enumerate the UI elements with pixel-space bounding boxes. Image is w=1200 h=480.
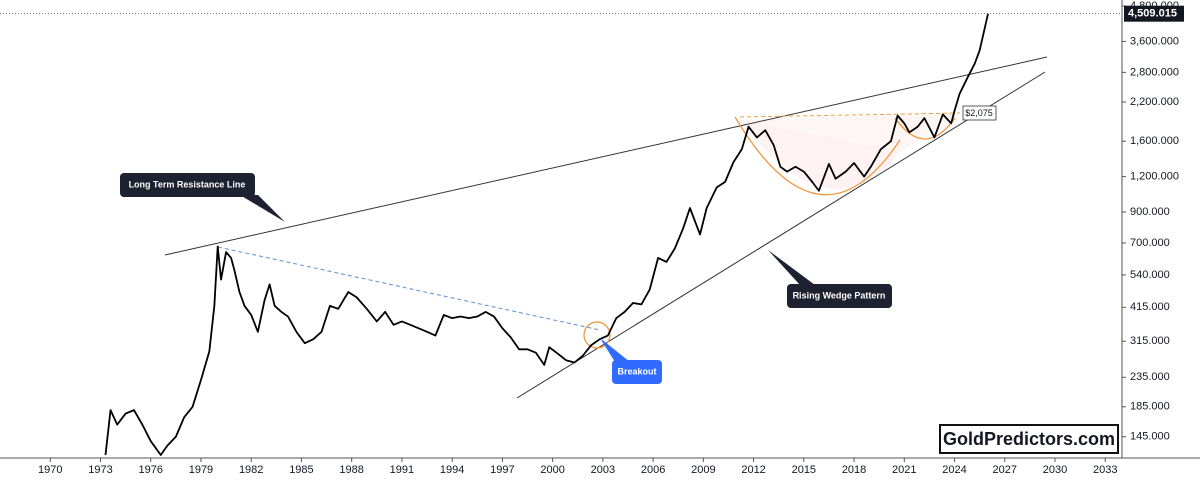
y-tick-label: 185.000 — [1130, 401, 1170, 413]
y-tick-label: 235.000 — [1130, 371, 1170, 383]
x-tick-label: 2018 — [842, 464, 866, 476]
x-tick-label: 1970 — [38, 464, 62, 476]
breakout-circle — [583, 321, 611, 349]
neckline — [739, 112, 961, 118]
x-tick-label: 1979 — [189, 464, 213, 476]
price-line — [104, 13, 989, 456]
watermark-box — [939, 424, 1119, 454]
x-tick-label: 2012 — [741, 464, 765, 476]
handle — [894, 117, 956, 140]
x-tick-label: 2003 — [591, 464, 615, 476]
x-tick-label: 2015 — [792, 464, 816, 476]
breakout-callout: Breakout — [600, 338, 662, 384]
x-tick-label: 2024 — [942, 464, 966, 476]
price-label-box — [1124, 5, 1184, 22]
x-tick-label: 1997 — [490, 464, 514, 476]
x-tick-label: 2021 — [892, 464, 916, 476]
x-tick-label: 1994 — [440, 464, 464, 476]
watermark: GoldPredictors.com — [943, 429, 1115, 449]
price-label: 4,509.015 — [1128, 8, 1177, 20]
x-tick-label: 2030 — [1043, 464, 1067, 476]
resistance-line — [164, 56, 1048, 256]
y-tick-label: 540.000 — [1130, 269, 1170, 281]
x-tick-label: 2027 — [993, 464, 1017, 476]
wedge-callout: Rising Wedge Pattern — [768, 250, 892, 308]
annotation: Long Term Resistance Line — [129, 179, 246, 189]
y-tick-label: 3,600.000 — [1130, 35, 1179, 47]
x-tick-label: 1991 — [390, 464, 414, 476]
y-tick-label: 1,200.000 — [1130, 171, 1179, 183]
y-tick-label: 900.000 — [1130, 206, 1170, 218]
dashed-line — [217, 246, 601, 331]
x-tick-label: 1976 — [138, 464, 162, 476]
y-tick-label: 2,800.000 — [1130, 66, 1179, 78]
cup-fill-top — [740, 113, 960, 152]
x-tick-label: 1985 — [289, 464, 313, 476]
y-tick-label: 145.000 — [1130, 431, 1170, 443]
x-tick-label: 1982 — [239, 464, 263, 476]
level-box — [962, 105, 997, 121]
y-tick-label: 415.000 — [1130, 301, 1170, 313]
x-tick-label: 1973 — [88, 464, 112, 476]
resistance-callout: Long Term Resistance Line — [120, 173, 285, 222]
x-tick-label: 2000 — [540, 464, 564, 476]
y-tick-label: 2,200.000 — [1130, 96, 1179, 108]
y-tick-label: 315.000 — [1130, 335, 1170, 347]
cup — [734, 116, 901, 196]
y-tick-label: 1,600.000 — [1130, 135, 1179, 147]
annotation: $2,075 — [965, 108, 993, 118]
x-tick-label: 2006 — [641, 464, 665, 476]
annotation: Breakout — [617, 366, 656, 376]
y-tick-label: 700.000 — [1130, 237, 1170, 249]
x-tick-label: 2009 — [691, 464, 715, 476]
x-tick-label: 1988 — [339, 464, 363, 476]
x-tick-label: 2033 — [1093, 464, 1117, 476]
annotation: Rising Wedge Pattern — [793, 290, 886, 300]
